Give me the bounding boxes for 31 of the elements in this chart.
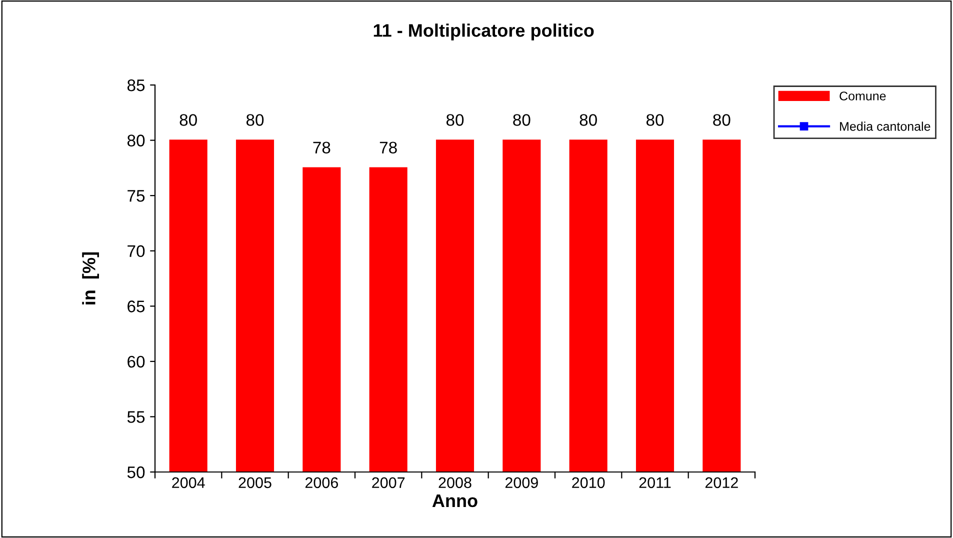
data-label: 78 [380,142,397,154]
y-axis-title: in [%] [82,252,99,304]
legend-label: Media cantonale [840,122,930,131]
y-tick-label: 70 [128,245,145,258]
x-tick-label: 2004 [172,477,205,488]
x-tick-label: 2007 [372,477,405,488]
data-label: 80 [646,114,664,126]
data-label: 80 [580,114,597,126]
x-tick-label: 2009 [505,477,538,488]
y-tick-label: 80 [127,134,145,146]
y-tick-label: 85 [127,79,145,92]
chart-title: 11 - Moltiplicatore politico [374,24,594,40]
data-label: 78 [313,142,330,154]
x-axis-title: Anno [432,494,478,508]
data-label: 80 [446,114,464,126]
x-tick-label: 2008 [438,477,472,488]
y-tick-label: 55 [127,411,145,423]
data-label: 80 [180,114,197,126]
x-tick-label: 2005 [238,477,272,488]
x-tick-label: 2012 [705,477,738,488]
data-label: 80 [713,114,730,126]
legend-label: Comune [840,92,886,100]
x-tick-label: 2011 [639,477,671,488]
x-tick-label: 2010 [572,477,605,488]
data-label: 80 [246,114,264,126]
y-tick-label: 60 [128,356,145,368]
y-tick-label: 75 [128,190,145,202]
y-tick-label: 50 [127,466,145,478]
data-label: 80 [513,114,530,126]
x-tick-label: 2006 [305,477,338,488]
y-tick-label: 65 [128,300,145,312]
